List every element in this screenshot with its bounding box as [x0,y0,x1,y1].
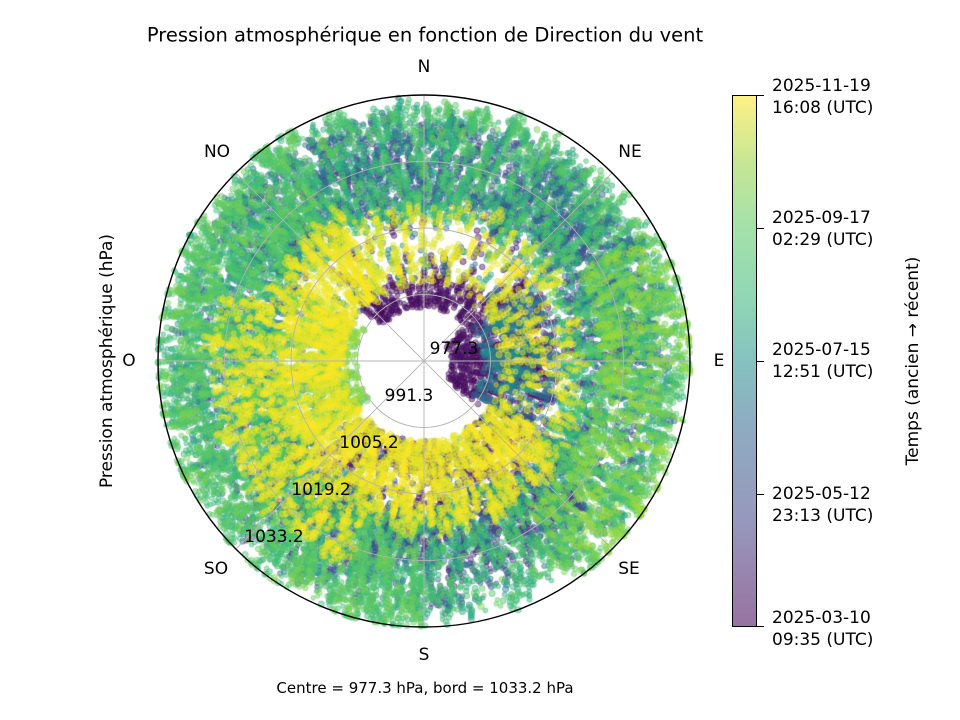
r-tick-1005: 1005.2 [339,433,399,453]
spoke-neso [235,172,613,550]
grid-circle-2 [290,227,558,495]
colorbar-tick-4 [757,626,764,627]
date-line: 2025-05-12 [772,484,871,504]
time-line: 12:51 (UTC) [772,362,874,382]
colorbar-tick-0 [757,95,764,96]
compass-label-s: S [418,645,430,665]
colorbar-ticklabel-2: 2025-07-15 12:51 (UTC) [772,339,873,383]
colorbar-tick-1 [757,228,764,229]
compass-label-ne: NE [618,142,642,162]
r-tick-991: 991.3 [384,386,434,406]
r-tick-977: 977.3 [429,339,479,359]
colorbar-ticklabel-0: 2025-11-19 16:08 (UTC) [772,75,873,119]
compass-label-no: NO [203,142,231,162]
time-line: 23:13 (UTC) [772,506,874,526]
compass-label-se: SE [618,559,640,579]
grid-circle-1 [357,294,491,428]
date-line: 2025-11-19 [772,76,871,96]
compass-label-so: SO [203,559,229,579]
time-line: 02:29 (UTC) [772,230,874,250]
grid-circle-3 [224,161,624,561]
date-line: 2025-07-15 [772,340,871,360]
chart-caption: Centre = 977.3 hPa, bord = 1033.2 hPa [276,679,574,697]
colorbar-tick-3 [757,494,764,495]
colorbar-ticklabel-1: 2025-09-17 02:29 (UTC) [772,207,873,251]
chart-title: Pression atmosphérique en fonction de Di… [146,23,704,47]
time-line: 16:08 (UTC) [772,98,874,118]
y-axis-label: Pression atmosphérique (hPa) [97,233,117,489]
time-line: 09:35 (UTC) [772,630,874,650]
r-tick-1033: 1033.2 [244,527,304,547]
date-line: 2025-09-17 [772,208,871,228]
date-line: 2025-03-10 [772,608,871,628]
compass-label-n: N [417,57,431,77]
grid-lines [158,95,690,627]
colorbar-tick-2 [757,361,764,362]
compass-label-o: O [122,351,136,371]
colorbar [732,95,757,627]
polar-outline [157,94,691,628]
colorbar-ticklabel-4: 2025-03-10 09:35 (UTC) [772,607,873,651]
r-tick-1019: 1019.2 [291,480,351,500]
compass-label-e: E [713,351,725,371]
colorbar-ticklabel-3: 2025-05-12 23:13 (UTC) [772,483,873,527]
colorbar-axis-label: Temps (ancien → récent) [903,256,923,466]
